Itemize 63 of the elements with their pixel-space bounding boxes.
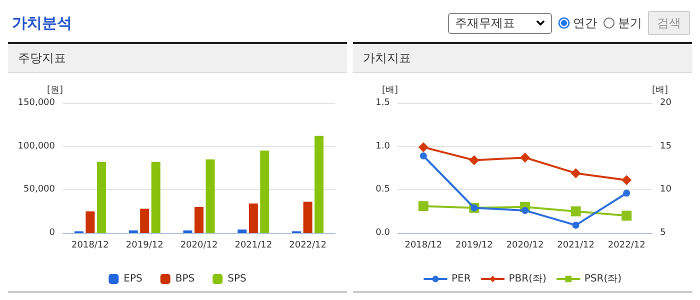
y-tick-label: 0.5 (376, 184, 390, 195)
point (622, 175, 632, 186)
legend-label: PSR(좌) (584, 274, 622, 284)
point (469, 155, 480, 166)
y-tick-label: 0.0 (376, 228, 390, 238)
bar (238, 230, 247, 233)
point (418, 201, 428, 212)
bar (248, 204, 258, 233)
point (520, 152, 530, 163)
point (623, 190, 630, 197)
point (570, 206, 581, 216)
text: 분기 (618, 14, 642, 32)
bar (260, 150, 270, 233)
legend-label: SPS (228, 274, 246, 284)
bar (314, 136, 324, 233)
x-tick-label: 2018/12 (72, 240, 109, 250)
x-tick-label: 2020/12 (506, 240, 544, 250)
text: 연간 (573, 14, 597, 32)
x-tick-label: 2022/12 (289, 240, 326, 250)
button: 검색 (648, 11, 690, 35)
y-tick-label: 1.5 (376, 98, 390, 108)
bar (151, 162, 160, 233)
legend-label: PBR(좌) (508, 274, 547, 284)
legend-label: BPS (175, 274, 195, 284)
x-tick-label: 2021/12 (234, 240, 272, 250)
chart-title: 가치지표 (353, 42, 692, 73)
point (570, 168, 581, 178)
bar (206, 159, 215, 233)
legend-label: EPS (124, 274, 142, 284)
bar (128, 230, 138, 233)
text: 가치분석 (11, 14, 72, 32)
legend-label: PER (451, 274, 471, 284)
y2-tick-label: 20 (660, 98, 672, 108)
y-tick-label: 150,000 (18, 98, 56, 108)
bar (194, 207, 204, 233)
y2-tick-label: 5 (660, 228, 666, 238)
y2-tick-label: 15 (660, 141, 672, 152)
x-tick-label: 2022/12 (608, 240, 646, 250)
y-tick-label: 0 (49, 228, 56, 238)
point (622, 210, 632, 221)
x-tick-label: 2018/12 (404, 240, 442, 250)
chart-title: 주당지표 (8, 42, 347, 73)
y-tick-label: 100,000 (18, 141, 56, 152)
bar (96, 162, 106, 233)
x-tick-label: 2019/12 (456, 240, 493, 250)
x-tick-label: 2021/12 (557, 240, 594, 250)
y-tick-label: 50,000 (24, 184, 56, 195)
point (572, 222, 580, 229)
y-axis-title: [원] (46, 86, 63, 96)
bar (303, 202, 312, 233)
y-tick-label: 1.0 (376, 141, 390, 152)
point (522, 206, 528, 214)
y2-axis-title: [배] (652, 86, 668, 96)
point (420, 152, 427, 160)
bar (140, 208, 150, 233)
x-tick-label: 2020/12 (180, 240, 218, 250)
y2-tick-label: 10 (660, 184, 672, 195)
point (418, 142, 428, 152)
bar (183, 230, 192, 233)
y-axis-title: [배] (382, 86, 398, 96)
dropdown-field: 주재무제표 (448, 12, 552, 34)
x-tick-label: 2019/12 (126, 240, 164, 250)
bar (86, 211, 95, 233)
